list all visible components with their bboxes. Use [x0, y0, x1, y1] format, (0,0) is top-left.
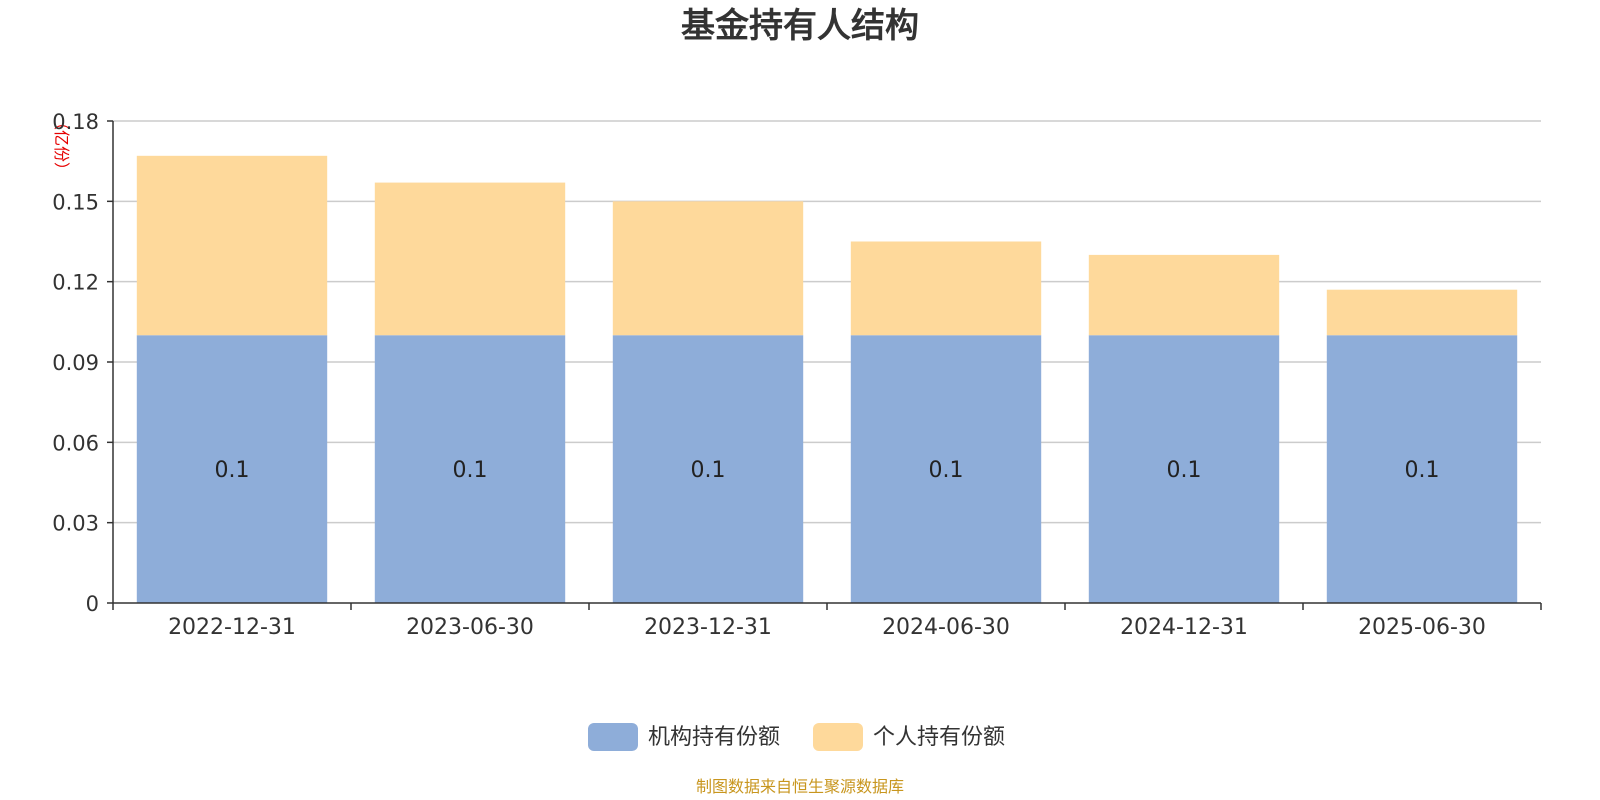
gridlines [113, 120, 1541, 524]
y-axis-unit: （亿份） [52, 114, 71, 178]
bar-individual [1326, 289, 1518, 336]
axes: 0 0.03 0.06 0.09 0.12 0.15 0.18 2022-12-31 2023-… [52, 110, 1542, 640]
data-label: 0.1 [453, 458, 488, 483]
x-tick-label: 2024-12-31 [1120, 615, 1248, 640]
legend-swatch [588, 723, 638, 751]
y-tick-label: 0.12 [52, 271, 99, 295]
bar-institutional [1088, 335, 1280, 603]
y-tick-label: 0.15 [52, 190, 99, 214]
bar-individual [612, 201, 804, 336]
x-tick-label: 2023-06-30 [406, 615, 534, 640]
source-note: 制图数据来自恒生聚源数据库 [696, 777, 904, 796]
bar-individual [850, 241, 1042, 336]
x-tick-label: 2024-06-30 [882, 615, 1010, 640]
y-tick-label: 0.09 [52, 351, 99, 375]
y-tick-label: 0.18 [52, 110, 99, 134]
data-label: 0.1 [1167, 458, 1202, 483]
bar-institutional [374, 335, 566, 603]
y-tick-label: 0.03 [52, 512, 99, 536]
x-tick-label: 2025-06-30 [1358, 615, 1486, 640]
data-label: 0.1 [1405, 458, 1440, 483]
x-tick-label: 2022-12-31 [168, 615, 296, 640]
legend-label: 机构持有份额 [648, 725, 780, 750]
legend: 机构持有份额 个人持有份额 [588, 723, 1005, 751]
data-label: 0.1 [215, 458, 250, 483]
legend-swatch [813, 723, 863, 751]
bar-individual [136, 155, 328, 336]
data-label: 0.1 [929, 458, 964, 483]
bar-individual [374, 182, 566, 336]
x-tick-label: 2023-12-31 [644, 615, 772, 640]
y-tick-label: 0.06 [52, 431, 99, 455]
chart-title: 基金持有人结构 [681, 6, 919, 46]
legend-label: 个人持有份额 [873, 725, 1005, 750]
y-tick-label: 0 [86, 592, 99, 616]
bar-institutional [850, 335, 1042, 603]
bar-institutional [612, 335, 804, 603]
bar-individual [1088, 254, 1280, 336]
bar-institutional [136, 335, 328, 603]
bars: 0.1 0.1 0.1 0.1 0.1 0.1 [136, 155, 1518, 603]
bar-institutional [1326, 335, 1518, 603]
data-label: 0.1 [691, 458, 726, 483]
